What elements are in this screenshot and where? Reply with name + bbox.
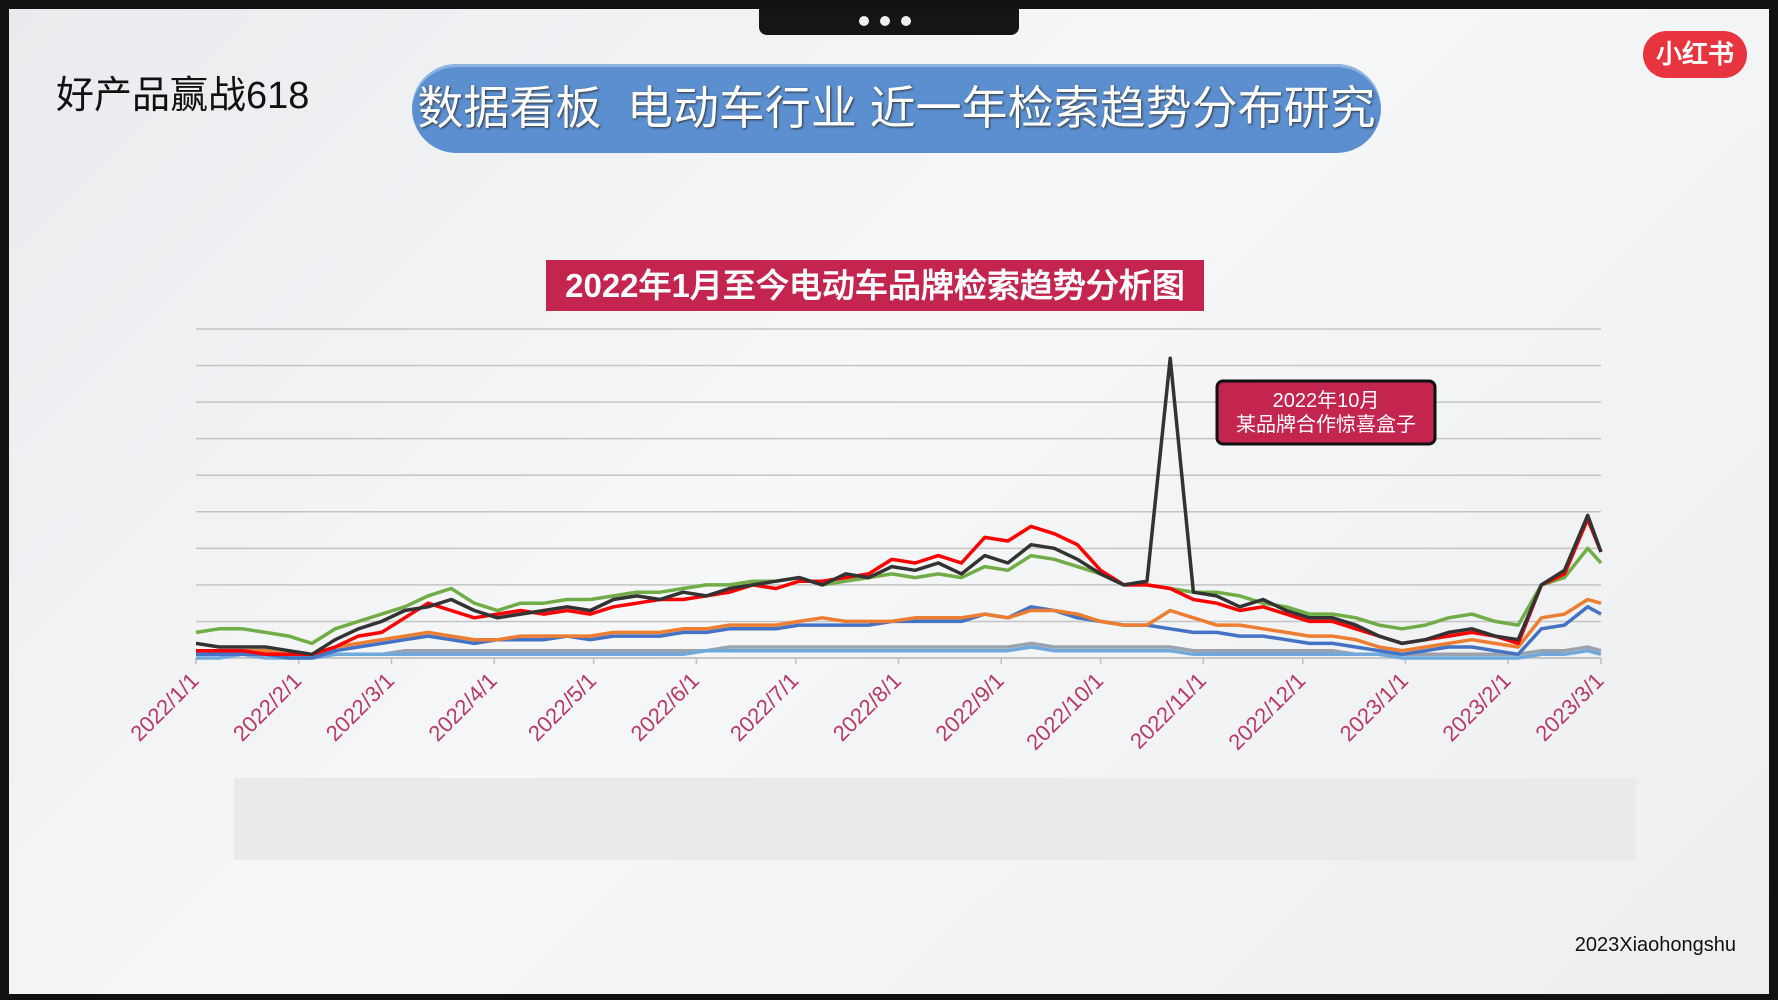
x-tick-label: 2023/3/1 [1530,668,1608,746]
chart: 2022/1/1 2022/2/1 2022/3/1 2022/4/1 2022/5/1… [125,328,1609,755]
x-tick-label: 2022/10/1 [1021,668,1108,755]
dot [859,16,869,26]
series-line [196,605,1602,660]
x-tick-label: 2022/3/1 [321,668,399,746]
x-tick-label: 2022/8/1 [828,668,906,746]
annotation-text: 某品牌合作惊喜盒子 [1236,413,1416,436]
x-tick-label: 2022/5/1 [523,668,601,746]
x-tick-label: 2022/9/1 [931,668,1009,746]
logo: 小红书 [1643,31,1747,78]
series-line [195,356,1603,657]
series-line [196,645,1602,660]
footer: 2023Xiaohongshu [1574,934,1736,956]
x-tick-label: 2023/2/1 [1438,668,1516,746]
x-tick-label: 2022/4/1 [424,668,502,746]
x-tick-label: 2022/2/1 [228,668,306,746]
header-title: 好产品赢战618 [56,75,310,117]
dot [880,16,890,26]
x-tick-label: 2022/7/1 [725,668,803,746]
window-handle[interactable] [759,9,1019,35]
chart-title: 2022年1月至今电动车品牌检索趋势分析图 [546,260,1204,311]
x-tick-label: 2022/11/1 [1125,668,1211,754]
x-tick-label: 2022/1/1 [125,668,203,746]
series-line [195,546,1603,646]
x-tick-label: 2023/1/1 [1335,668,1413,746]
x-tick-label: 2022/12/1 [1223,668,1310,755]
empty-panel [234,778,1636,860]
x-tick-label: 2022/6/1 [626,668,704,746]
dot [901,16,911,26]
banner: 数据看板 电动车行业 近一年检索趋势分布研究 [412,64,1381,153]
slide: 好产品赢战618 数据看板 电动车行业 近一年检索趋势分布研究 小红书 2022… [9,9,1769,994]
annotation-box [1215,379,1437,446]
series-line [196,597,1602,657]
annotation-text: 2022年10月 [1273,389,1380,412]
